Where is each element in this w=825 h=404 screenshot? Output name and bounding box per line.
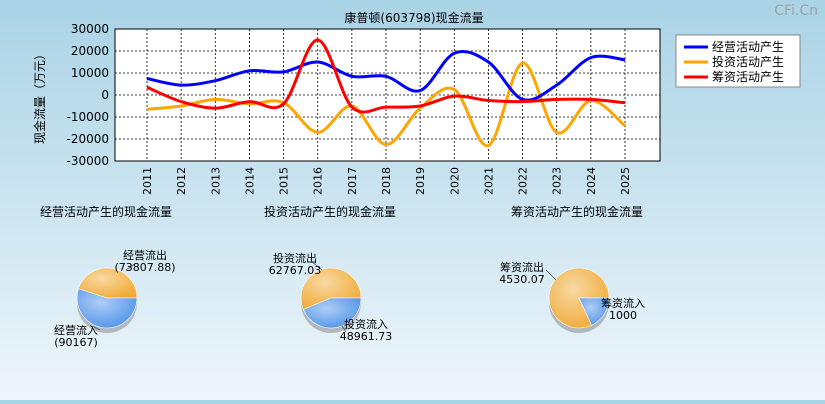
chart-title: 康普顿(603798)现金流量 bbox=[344, 10, 483, 25]
y-tick-label: 10000 bbox=[71, 66, 109, 80]
y-tick-label: 30000 bbox=[71, 22, 109, 36]
y-tick-labels: 30000 20000 10000 0 -10000 -20000 -30000 bbox=[66, 22, 109, 168]
x-tick-label: 2021 bbox=[482, 167, 495, 195]
pie-label-leader bbox=[545, 269, 557, 281]
y-tick-label: -10000 bbox=[66, 110, 109, 124]
series-line-2 bbox=[146, 38, 626, 114]
x-tick-label: 2012 bbox=[175, 167, 188, 195]
pie-slice-label: 筹资流入 bbox=[601, 296, 645, 310]
legend-label: 筹资活动产生 bbox=[712, 70, 784, 84]
y-tick-label: 20000 bbox=[71, 44, 109, 58]
pie-slice-label: 投资流入 bbox=[344, 317, 388, 331]
y-tick-label: -20000 bbox=[66, 132, 109, 146]
x-tick-label: 2020 bbox=[448, 167, 461, 195]
series-line-1 bbox=[146, 61, 626, 148]
pie-slice-label: 筹资流出 bbox=[500, 260, 544, 274]
pie-slice-value: (90167) bbox=[54, 336, 98, 349]
pie-label-leader bbox=[311, 261, 323, 271]
pie-title: 投资活动产生的现金流量 bbox=[264, 204, 396, 219]
pie-slice bbox=[578, 297, 610, 326]
x-tick-label: 2023 bbox=[551, 167, 564, 195]
pie-title: 经营活动产生的现金流量 bbox=[40, 204, 172, 219]
pie-slice bbox=[76, 288, 138, 329]
x-tick-label: 2014 bbox=[243, 167, 256, 195]
x-tick-labels: 2011 2012 2013 2014 2015 2016 2017 2018 2019 2020… bbox=[141, 167, 632, 195]
grid bbox=[115, 28, 660, 162]
pie-slice-label: 经营流出 bbox=[123, 248, 167, 262]
pie-slice bbox=[548, 267, 610, 329]
pie-slice bbox=[300, 267, 362, 310]
x-tick-label: 2024 bbox=[585, 167, 598, 195]
x-tick-label: 2022 bbox=[517, 167, 530, 195]
pie-label-leader bbox=[341, 325, 347, 333]
legend-label: 投资活动产生 bbox=[712, 54, 784, 69]
x-tick-label: 2017 bbox=[346, 167, 359, 195]
x-tick-label: 2025 bbox=[619, 167, 632, 195]
pie-slice-value: 4530.07 bbox=[499, 273, 545, 286]
x-tick-label: 2018 bbox=[380, 167, 393, 195]
x-tick-label: 2013 bbox=[209, 167, 222, 195]
x-tick-label: 2015 bbox=[278, 167, 291, 195]
x-tick-label: 2019 bbox=[414, 167, 427, 195]
pie-slice-value: (73807.88) bbox=[114, 261, 175, 274]
y-tick-label: 0 bbox=[101, 88, 109, 102]
pie-label-leader bbox=[91, 325, 101, 331]
x-tick-label: 2011 bbox=[141, 167, 154, 195]
x-tick-label: 2016 bbox=[312, 167, 325, 195]
y-axis-label: 现金流量（万元） bbox=[32, 48, 47, 144]
pie-title: 筹资活动产生的现金流量 bbox=[511, 204, 643, 219]
pie-label-leader bbox=[125, 263, 136, 271]
pie-slice bbox=[302, 297, 362, 329]
pie-slice bbox=[78, 267, 138, 299]
series-line-0 bbox=[146, 49, 626, 102]
line-chart: 康普顿(603798)现金流量 现金流量（万元） 30000 20000 10000… bbox=[32, 10, 801, 195]
pie-slice-value: 62767.03 bbox=[269, 264, 322, 277]
pie-slice-label: 经营流入 bbox=[54, 323, 98, 337]
pie-slice-label: 投资流出 bbox=[273, 251, 317, 265]
watermark: CFi.Cn bbox=[774, 3, 818, 19]
pie-slice-value: 48961.73 bbox=[340, 330, 393, 343]
legend-label: 经营活动产生 bbox=[712, 40, 784, 54]
series-lines bbox=[146, 38, 626, 148]
pie-slice-value: 1000 bbox=[609, 309, 637, 322]
y-tick-label: -30000 bbox=[66, 154, 109, 168]
